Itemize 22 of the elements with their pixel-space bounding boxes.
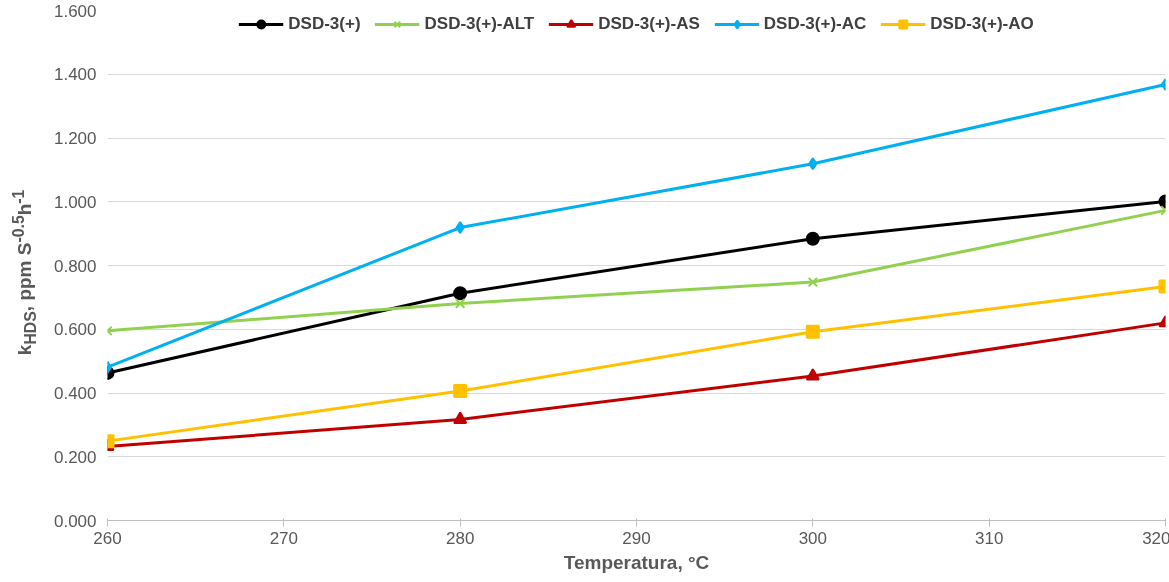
y-tick-label: 0.600 <box>53 320 97 340</box>
y-tick-label: 0.800 <box>53 256 97 276</box>
y-tick-label: 0.200 <box>53 447 97 467</box>
x-tick-label: 300 <box>798 528 828 548</box>
x-tick-label: 280 <box>445 528 475 548</box>
x-tick-label: 290 <box>622 528 651 548</box>
legend-label: DSD-3(+)-AC <box>763 14 867 34</box>
y-tick-label: 1.200 <box>53 129 97 148</box>
y-tick-label: 1.000 <box>53 192 97 212</box>
x-tick-label: 260 <box>93 528 122 548</box>
x-axis-title: Temperatura, °C <box>563 551 710 573</box>
x-tick-label: 310 <box>974 528 1004 548</box>
x-tick-label: 320 <box>1142 528 1169 548</box>
y-tick-label: 1.400 <box>53 65 97 85</box>
legend-label: DSD-3(+)-AO <box>930 14 1034 34</box>
x-tick-label: 270 <box>269 528 299 548</box>
y-tick-label: 0.000 <box>53 511 97 531</box>
legend-label: DSD-3(+)-ALT <box>424 14 535 34</box>
y-tick-label: 1.600 <box>53 1 97 21</box>
legend-label: DSD-3(+) <box>288 14 361 34</box>
legend-label: DSD-3(+)-AS <box>598 14 700 34</box>
y-tick-label: 0.400 <box>53 384 97 403</box>
